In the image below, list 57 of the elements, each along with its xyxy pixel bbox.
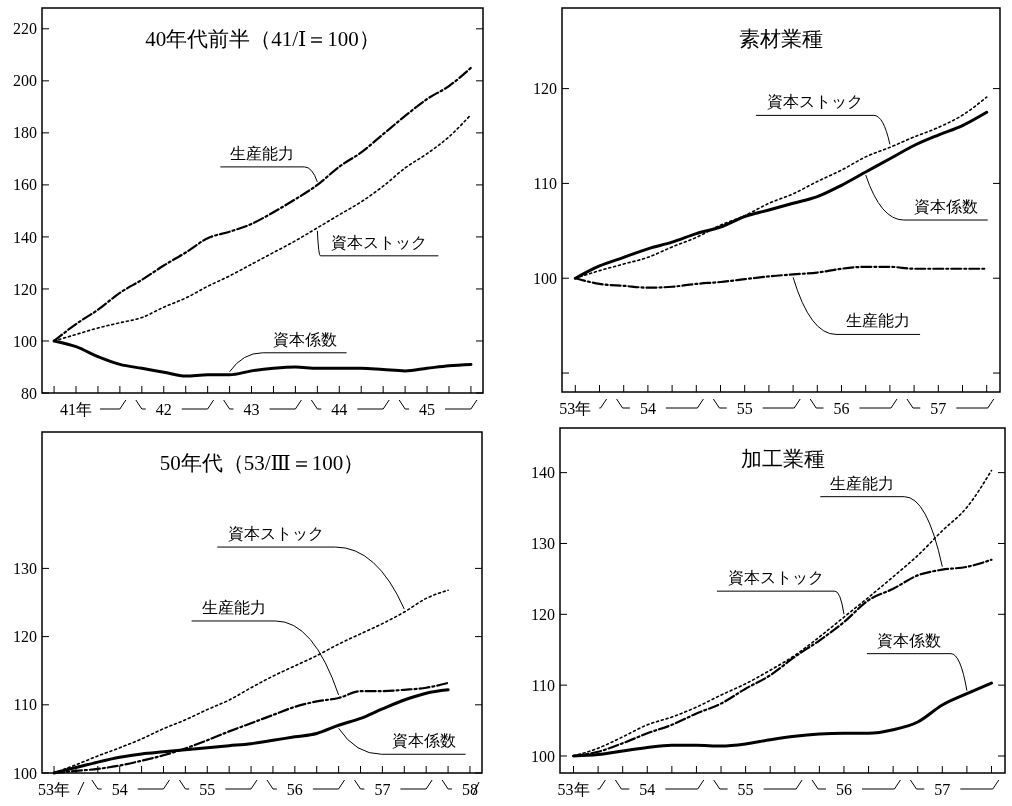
y-tick-label: 140 xyxy=(13,228,37,246)
x-tick-label: 55 xyxy=(737,780,754,798)
y-tick-label: 100 xyxy=(533,269,557,287)
y-tick-label: 220 xyxy=(13,20,37,38)
y-tick-label: 110 xyxy=(13,696,37,714)
x-tick-label: 53年 xyxy=(38,780,71,798)
text: 生産能力 xyxy=(830,474,895,492)
y-tick-label: 110 xyxy=(533,175,557,193)
series-label: 資本係数 xyxy=(391,732,456,750)
x-tick-label: 57 xyxy=(374,780,391,798)
y-tick-label: 100 xyxy=(531,747,555,765)
x-tick-label: 56 xyxy=(286,780,303,798)
y-tick-label: 80 xyxy=(21,384,37,402)
x-tick-label: 45 xyxy=(419,400,436,418)
y-tick-label: 160 xyxy=(13,176,37,194)
y-tick-label: 180 xyxy=(13,124,37,142)
text: 生産能力 xyxy=(230,144,295,162)
x-tick-label: 57 xyxy=(934,780,951,798)
text: 資本ストック xyxy=(727,569,824,587)
x-tick-label: 55 xyxy=(199,780,216,798)
y-tick-label: 130 xyxy=(531,535,555,553)
text: 資本ストック xyxy=(228,525,325,543)
x-tick-label: 54 xyxy=(111,780,128,798)
x-tick-label: 53年 xyxy=(557,780,590,798)
y-tick-label: 100 xyxy=(13,764,37,782)
text: 資本係数 xyxy=(876,631,941,649)
x-tick-label: 55 xyxy=(736,399,753,417)
y-tick-label: 200 xyxy=(13,72,37,90)
text: 素材業種 xyxy=(739,27,823,51)
text: 生産能力 xyxy=(201,598,266,616)
x-tick-label: 54 xyxy=(639,780,656,798)
text: 40年代前半（41/Ⅰ＝100） xyxy=(145,27,380,51)
text: 生産能力 xyxy=(846,312,911,330)
series-label: 資本係数 xyxy=(272,330,337,348)
y-tick-label: 120 xyxy=(531,605,555,623)
text: 加工業種 xyxy=(740,447,825,471)
x-tick-label: 53年 xyxy=(559,399,592,417)
x-tick-label: 42 xyxy=(155,400,172,418)
x-tick-label: 56 xyxy=(833,399,850,417)
x-tick-label: 43 xyxy=(243,400,260,418)
y-tick-label: 140 xyxy=(531,464,555,482)
x-tick-label: 44 xyxy=(331,400,348,418)
x-tick-label: 54 xyxy=(639,399,656,417)
y-tick-label: 120 xyxy=(533,80,557,98)
text: 資本係数 xyxy=(913,198,978,216)
y-tick-label: 130 xyxy=(13,560,37,577)
x-tick-label: 56 xyxy=(835,780,852,798)
y-tick-label: 100 xyxy=(13,332,37,350)
y-tick-label: 120 xyxy=(13,280,37,298)
y-tick-label: 110 xyxy=(531,676,555,694)
x-tick-label: 41年 xyxy=(60,400,93,418)
text: 50年代（53/Ⅲ＝100） xyxy=(159,451,365,475)
y-tick-label: 120 xyxy=(13,628,37,646)
x-tick-label: 58 xyxy=(461,780,478,798)
text: 資本ストック xyxy=(766,93,863,111)
x-tick-label: 57 xyxy=(930,399,947,417)
series-label: 資本ストック xyxy=(331,233,428,251)
